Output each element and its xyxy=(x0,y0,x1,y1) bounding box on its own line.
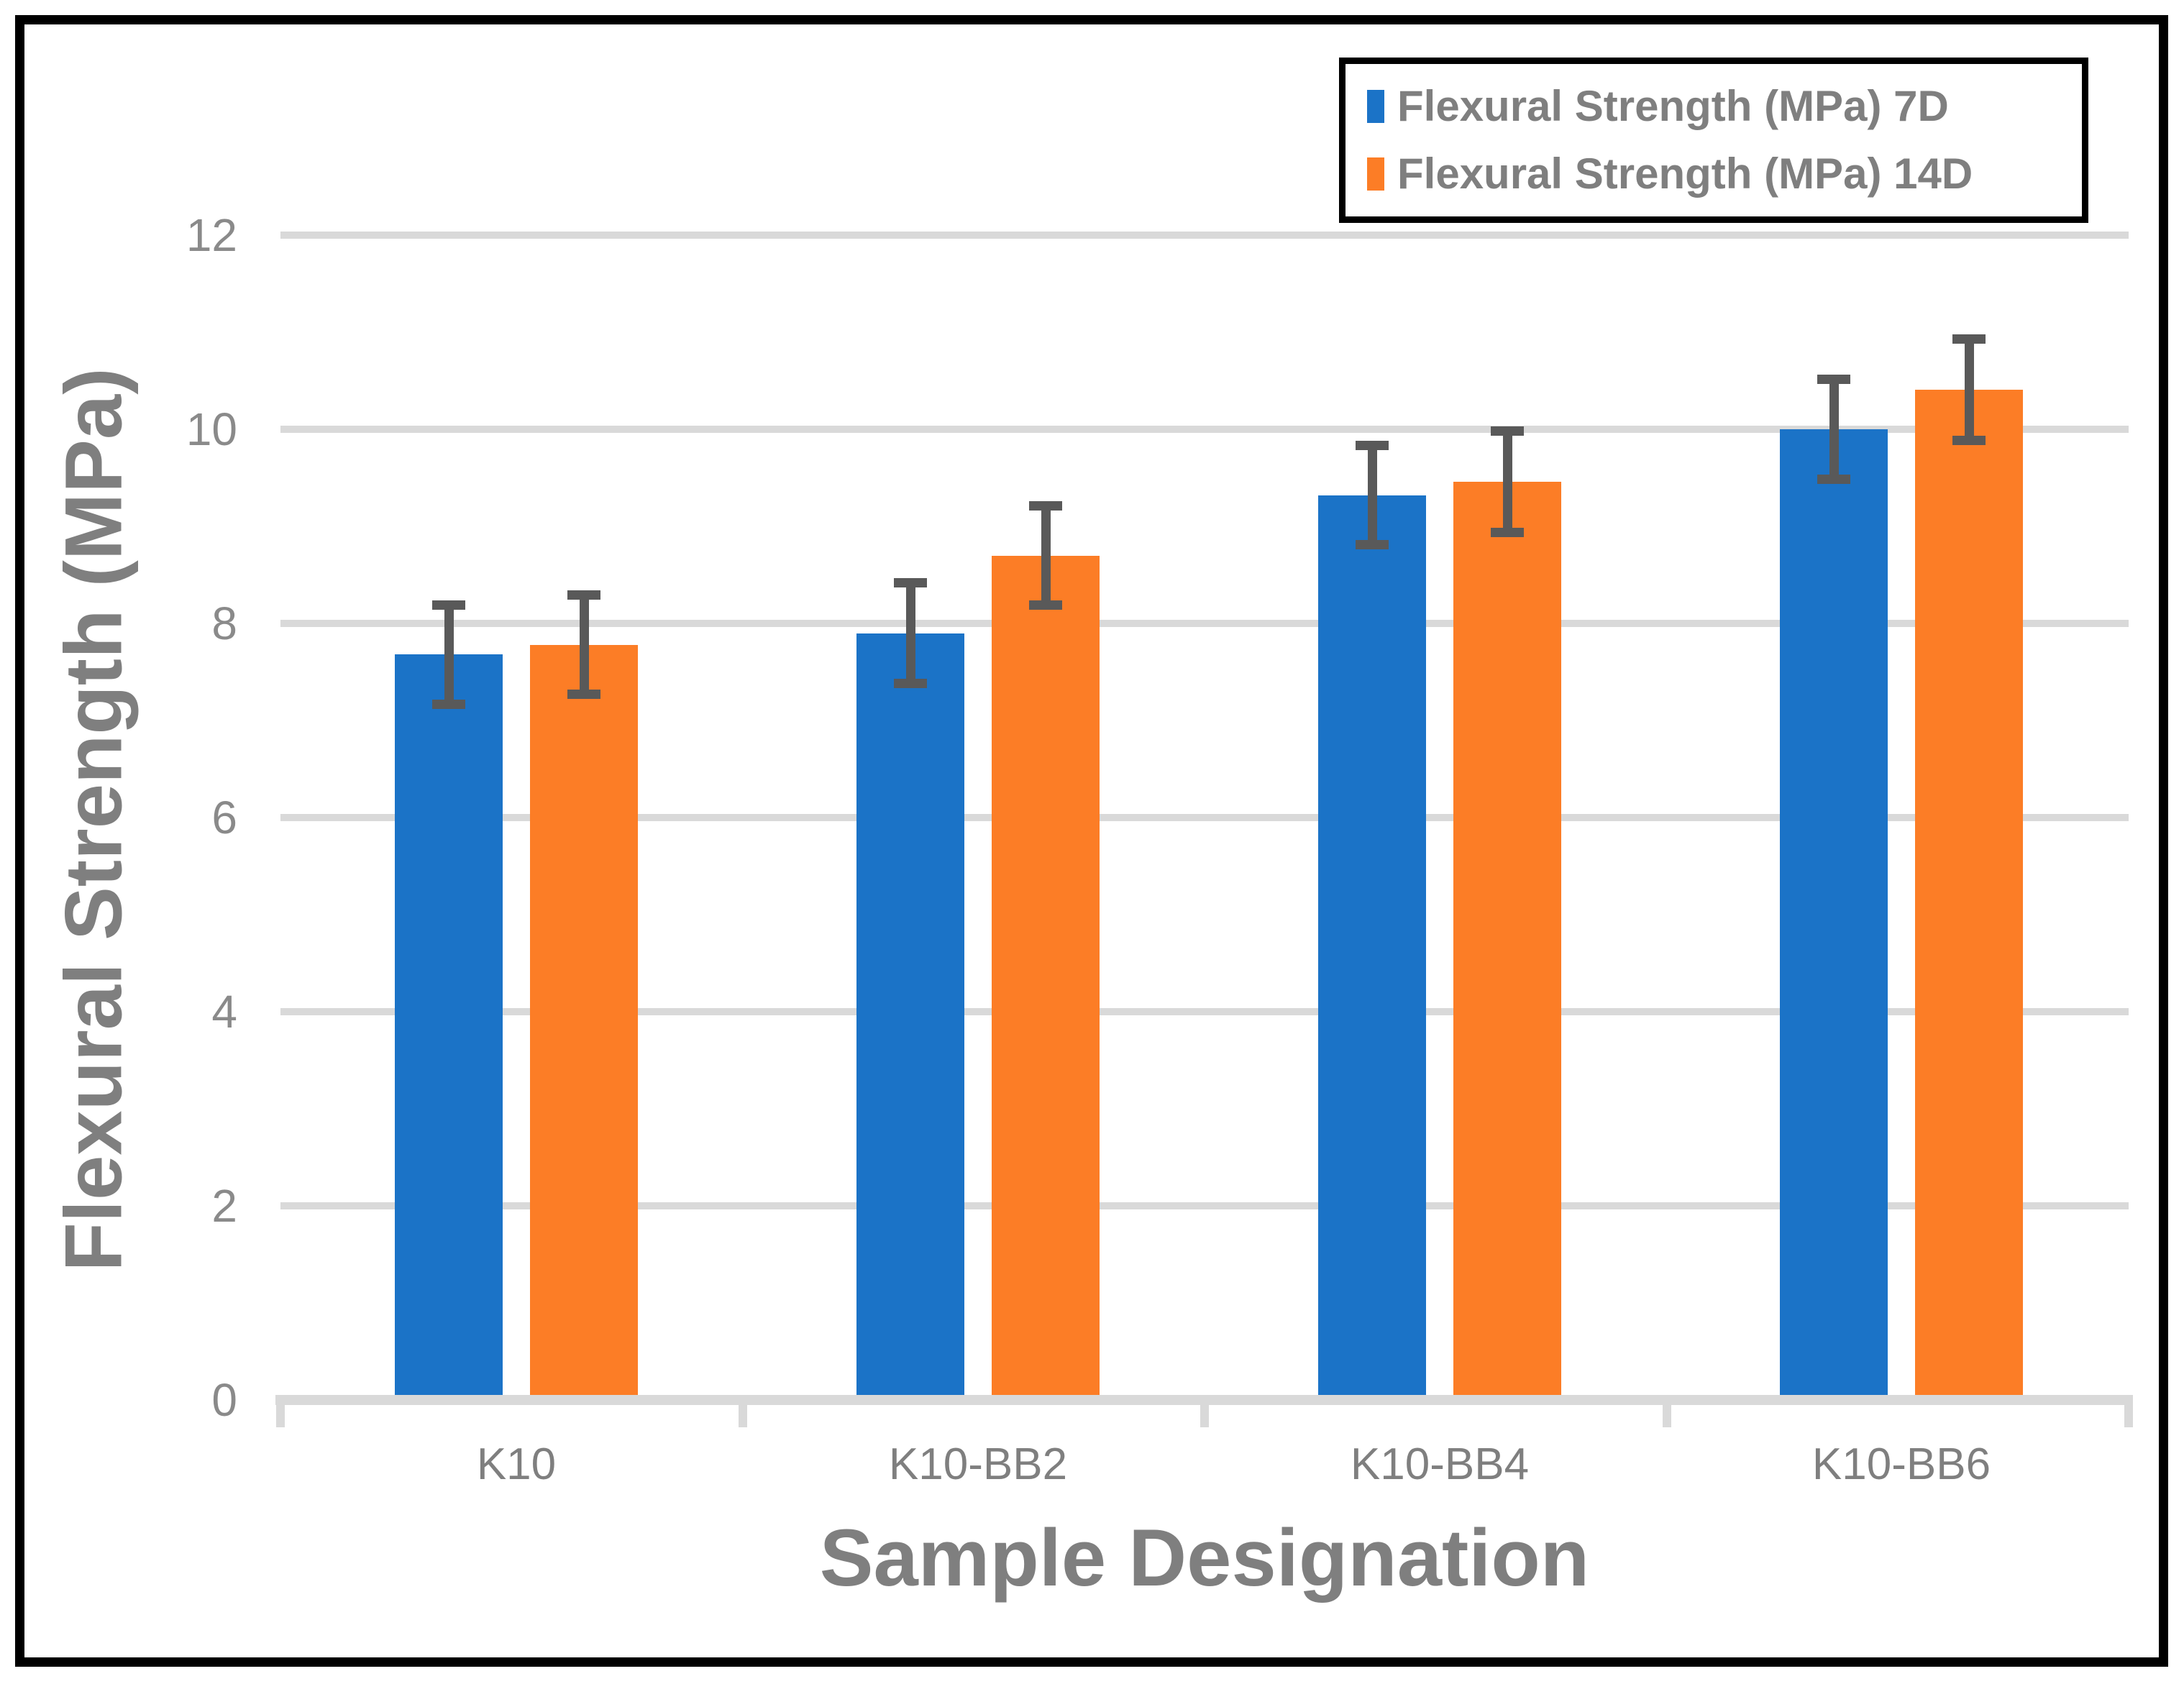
x-axis-tick-4 xyxy=(2124,1395,2133,1427)
x-axis-tick-1 xyxy=(738,1395,747,1427)
bar-k10-bb6-7d xyxy=(1780,429,1888,1400)
error-cap-top-k10-bb4-7d xyxy=(1356,441,1389,451)
error-bar-k10-bb6-14d xyxy=(1964,334,1974,445)
error-bar-k10-bb4-7d xyxy=(1367,441,1377,550)
gridline-4 xyxy=(280,1008,2129,1015)
bar-k10-7d xyxy=(395,654,503,1400)
error-cap-bottom-k10-bb6-14d xyxy=(1952,435,1986,445)
error-cap-bottom-k10-bb2-7d xyxy=(894,679,927,689)
y-tick-label-8: 8 xyxy=(211,598,237,649)
legend-swatch-7d xyxy=(1367,90,1384,123)
error-bar-k10-bb2-14d xyxy=(1041,500,1051,610)
x-category-label-k10-bb2: K10-BB2 xyxy=(888,1440,1068,1489)
error-cap-top-k10-14d xyxy=(567,590,600,600)
error-bar-k10-7d xyxy=(444,600,454,709)
x-category-label-k10: K10 xyxy=(476,1440,557,1489)
x-axis-tick-3 xyxy=(1662,1395,1671,1427)
bar-k10-bb4-14d xyxy=(1453,481,1561,1400)
error-cap-top-k10-bb2-7d xyxy=(894,577,927,587)
gridline-12 xyxy=(280,232,2129,239)
bar-k10-bb4-7d xyxy=(1318,495,1426,1400)
x-category-label-k10-bb4: K10-BB4 xyxy=(1350,1440,1530,1489)
error-cap-top-k10-bb2-14d xyxy=(1029,500,1062,511)
error-cap-bottom-k10-14d xyxy=(567,690,600,700)
legend-swatch-14d xyxy=(1367,157,1384,191)
bar-k10-bb2-7d xyxy=(856,633,964,1400)
gridline-6 xyxy=(280,814,2129,821)
legend-item-7d: Flexural Strength (MPa) 7D xyxy=(1367,85,2075,128)
y-tick-label-10: 10 xyxy=(186,403,237,455)
y-tick-label-2: 2 xyxy=(211,1180,237,1232)
error-cap-bottom-k10-bb4-14d xyxy=(1491,527,1524,537)
gridline-10 xyxy=(280,426,2129,433)
error-bar-k10-14d xyxy=(579,590,589,700)
legend: Flexural Strength (MPa) 7D Flexural Stre… xyxy=(1339,58,2088,223)
y-tick-label-12: 12 xyxy=(186,209,237,261)
y-tick-label-0: 0 xyxy=(211,1374,237,1426)
error-bar-k10-bb4-14d xyxy=(1502,426,1512,537)
legend-label-7d: Flexural Strength (MPa) 7D xyxy=(1397,82,1949,130)
error-cap-top-k10-bb4-14d xyxy=(1491,426,1524,436)
bar-k10-14d xyxy=(530,644,638,1400)
error-bar-k10-bb2-7d xyxy=(905,577,915,689)
y-tick-label-4: 4 xyxy=(211,986,237,1038)
x-axis-tick-0 xyxy=(276,1395,285,1427)
error-cap-bottom-k10-7d xyxy=(432,699,465,709)
error-bar-k10-bb6-7d xyxy=(1829,375,1839,484)
bar-k10-bb2-14d xyxy=(992,555,1100,1400)
legend-label-14d: Flexural Strength (MPa) 14D xyxy=(1397,150,1973,198)
gridline-8 xyxy=(280,620,2129,627)
y-tick-label-6: 6 xyxy=(211,792,237,843)
error-cap-top-k10-bb6-14d xyxy=(1952,334,1986,344)
legend-item-14d: Flexural Strength (MPa) 14D xyxy=(1367,152,2075,196)
error-cap-bottom-k10-bb4-7d xyxy=(1356,540,1389,550)
x-category-label-k10-bb6: K10-BB6 xyxy=(1811,1440,1991,1489)
error-cap-bottom-k10-bb2-14d xyxy=(1029,600,1062,610)
bar-k10-bb6-14d xyxy=(1915,389,2023,1400)
error-cap-top-k10-bb6-7d xyxy=(1817,375,1850,385)
error-cap-top-k10-7d xyxy=(432,600,465,610)
chart-outer-border xyxy=(15,15,2168,1667)
error-cap-bottom-k10-bb6-7d xyxy=(1817,474,1850,484)
gridline-2 xyxy=(280,1202,2129,1209)
x-axis-title: Sample Designation xyxy=(819,1513,1590,1603)
x-axis-tick-2 xyxy=(1200,1395,1209,1427)
